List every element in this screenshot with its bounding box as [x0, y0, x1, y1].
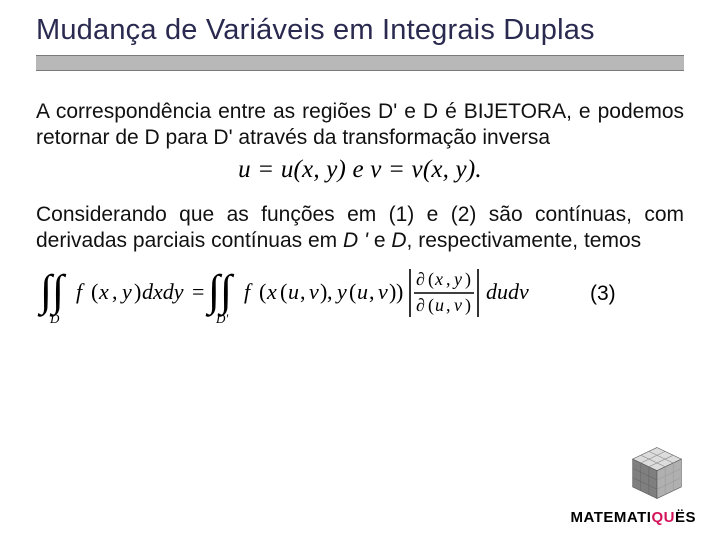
- svg-text:∂: ∂: [416, 269, 425, 289]
- brand-post: ËS: [675, 509, 696, 526]
- paragraph-2b: e: [368, 229, 391, 252]
- svg-text:,: ,: [112, 279, 118, 304]
- svg-text:): ): [134, 279, 141, 304]
- svg-text:u: u: [288, 279, 299, 304]
- svg-text:y: y: [120, 279, 132, 304]
- cube-icon: [628, 444, 686, 502]
- equation-number: (3): [590, 282, 616, 306]
- svg-text:y: y: [335, 279, 347, 304]
- svg-text:f: f: [76, 279, 85, 304]
- svg-text:(: (: [428, 295, 434, 316]
- svg-text:(: (: [349, 279, 356, 304]
- paragraph-1: A correspondência entre as regiões D' e …: [36, 99, 684, 150]
- inline-equation: u = u(x, y) e v = v(x, y).: [36, 156, 684, 184]
- svg-text:,: ,: [327, 279, 333, 304]
- svg-text:v: v: [309, 279, 319, 304]
- svg-text:(: (: [280, 279, 287, 304]
- svg-text:): ): [465, 269, 471, 290]
- d-plain: D: [391, 229, 406, 252]
- svg-text:): ): [396, 279, 403, 304]
- svg-text:(: (: [91, 279, 98, 304]
- integral-equation: ∫ ∫ D f ( x , y ) dxdy = ∫ ∫ D' f ( x (: [36, 259, 566, 329]
- integral-equation-row: ∫ ∫ D f ( x , y ) dxdy = ∫ ∫ D' f ( x (: [36, 259, 684, 329]
- svg-text:D: D: [49, 311, 60, 326]
- title-divider: [36, 55, 684, 71]
- svg-text:∂: ∂: [416, 295, 425, 315]
- svg-text:,: ,: [300, 279, 306, 304]
- svg-text:=: =: [192, 279, 204, 304]
- brand-pre: MATEMATI: [571, 509, 652, 526]
- svg-text:,: ,: [446, 269, 451, 289]
- paragraph-2c: , respectivamente, temos: [407, 229, 642, 252]
- slide-title: Mudança de Variáveis em Integrais Duplas: [36, 14, 684, 47]
- svg-text:D': D': [215, 311, 228, 326]
- svg-text:,: ,: [446, 295, 451, 315]
- svg-text:v: v: [378, 279, 388, 304]
- svg-text:∫: ∫: [49, 266, 67, 317]
- slide: Mudança de Variáveis em Integrais Duplas…: [0, 0, 720, 540]
- paragraph-2: Considerando que as funções em (1) e (2)…: [36, 202, 684, 253]
- svg-text:∫: ∫: [217, 266, 235, 317]
- svg-text:(: (: [428, 269, 434, 290]
- svg-text:y: y: [452, 269, 462, 289]
- svg-text:dudv: dudv: [486, 279, 529, 304]
- svg-text:x: x: [434, 269, 443, 289]
- d-prime: D ': [343, 229, 368, 252]
- svg-text:(: (: [259, 279, 266, 304]
- svg-text:u: u: [435, 295, 444, 315]
- brand-footer: MATEMATIQUËS: [571, 509, 696, 526]
- svg-text:f: f: [244, 279, 253, 304]
- svg-text:dxdy: dxdy: [142, 279, 184, 304]
- svg-text:u: u: [357, 279, 368, 304]
- svg-text:v: v: [454, 295, 462, 315]
- svg-text:): ): [465, 295, 471, 316]
- svg-text:x: x: [98, 279, 109, 304]
- svg-text:x: x: [266, 279, 277, 304]
- brand-accent: QU: [651, 509, 675, 526]
- svg-text:,: ,: [369, 279, 375, 304]
